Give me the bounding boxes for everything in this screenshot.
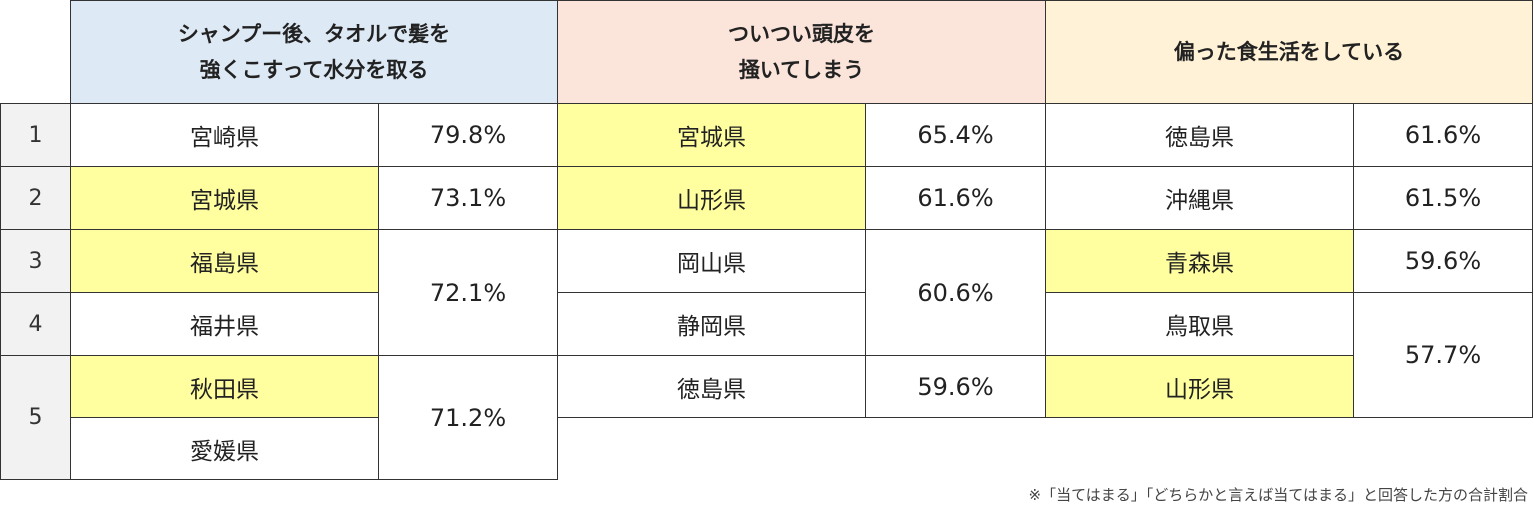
prefecture-cell: 愛媛県 — [70, 417, 379, 480]
percentage-cell: 73.1% — [378, 166, 558, 230]
percentage-cell: 72.1% — [378, 229, 558, 356]
prefecture-cell: 宮崎県 — [70, 103, 379, 167]
percentage-cell: 59.6% — [1353, 229, 1533, 293]
percentage-cell: 57.7% — [1353, 292, 1533, 418]
percentage-cell: 61.6% — [865, 166, 1046, 230]
percentage-cell: 79.8% — [378, 103, 558, 167]
prefecture-cell: 徳島県 — [1045, 103, 1354, 167]
prefecture-cell: 山形県 — [1045, 355, 1354, 418]
rank-3: 3 — [0, 229, 71, 293]
column-header-unbalanced-diet: 偏った食生活をしている — [1045, 0, 1533, 104]
percentage-cell: 71.2% — [378, 355, 558, 480]
column-header-scratch-scalp: ついつい頭皮を 掻いてしまう — [557, 0, 1046, 104]
percentage-cell: 61.6% — [1353, 103, 1533, 167]
prefecture-cell: 岡山県 — [557, 229, 866, 293]
percentage-cell: 59.6% — [865, 355, 1046, 418]
percentage-cell: 61.5% — [1353, 166, 1533, 230]
prefecture-cell: 徳島県 — [557, 355, 866, 418]
prefecture-cell: 福井県 — [70, 292, 379, 356]
percentage-cell: 60.6% — [865, 229, 1046, 356]
prefecture-cell: 青森県 — [1045, 229, 1354, 293]
prefecture-cell: 鳥取県 — [1045, 292, 1354, 356]
rank-1: 1 — [0, 103, 71, 167]
column-header-towel: シャンプー後、タオルで髪を 強くこすって水分を取る — [70, 0, 558, 104]
prefecture-cell: 山形県 — [557, 166, 866, 230]
footnote: ※「当てはまる」「どちらかと言えば当てはまる」と回答した方の合計割合 — [1028, 486, 1528, 504]
rank-2: 2 — [0, 166, 71, 230]
rank-4: 4 — [0, 292, 71, 356]
prefecture-cell: 秋田県 — [70, 355, 379, 418]
prefecture-cell: 福島県 — [70, 229, 379, 293]
prefecture-cell: 沖縄県 — [1045, 166, 1354, 230]
prefecture-cell: 静岡県 — [557, 292, 866, 356]
prefecture-cell: 宮城県 — [557, 103, 866, 167]
percentage-cell: 65.4% — [865, 103, 1046, 167]
rank-5: 5 — [0, 355, 71, 480]
prefecture-cell: 宮城県 — [70, 166, 379, 230]
